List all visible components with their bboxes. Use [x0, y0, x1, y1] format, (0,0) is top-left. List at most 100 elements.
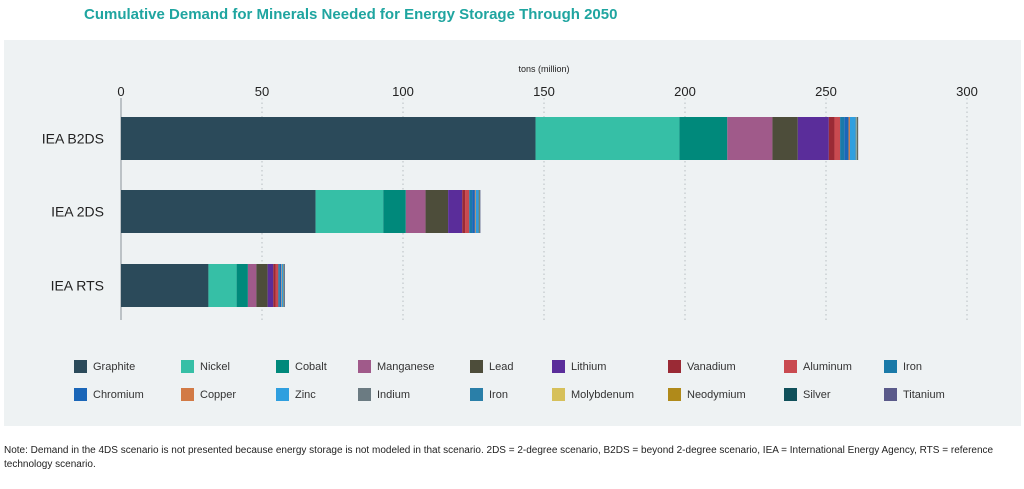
legend-swatch [74, 388, 87, 401]
legend-label: Titanium [903, 388, 945, 401]
bar-iea-rts-zinc-11 [281, 264, 284, 307]
legend-swatch [784, 360, 797, 373]
bar-iea-2ds-vanadium-6 [462, 190, 466, 233]
bar-iea-b2ds-aluminum-7 [834, 117, 841, 160]
legend-label: Zinc [295, 388, 316, 401]
legend-label: Neodymium [687, 388, 746, 401]
bar-iea-rts-vanadium-6 [273, 264, 276, 307]
legend-label: Lead [489, 360, 514, 373]
bar-iea-2ds-aluminum-7 [465, 190, 470, 233]
bar-iea-b2ds-indium-12 [855, 117, 857, 160]
legend-label: Lithium [571, 360, 607, 373]
tick-label-300: 300 [956, 84, 978, 99]
bar-iea-rts-chromium-9 [279, 264, 282, 307]
tick-label-200: 200 [674, 84, 696, 99]
legend-item-titanium-17: Titanium [884, 388, 945, 401]
legend-swatch [668, 388, 681, 401]
legend-item-silver-16: Silver [784, 388, 831, 401]
legend-item-neodymium-15: Neodymium [668, 388, 746, 401]
bar-iea-2ds-iron-8 [469, 190, 473, 233]
bar-iea-2ds-chromium-9 [472, 190, 475, 233]
bar-iea-rts-lithium-5 [267, 264, 274, 307]
tick-label-50: 50 [255, 84, 269, 99]
chart-title: Cumulative Demand for Minerals Needed fo… [84, 6, 618, 23]
bar-iea-2ds-copper-10 [474, 190, 476, 233]
legend-item-manganese-3: Manganese [358, 360, 435, 373]
bar-iea-rts-cobalt-2 [236, 264, 248, 307]
bar-iea-b2ds-manganese-3 [727, 117, 773, 160]
tick-label-100: 100 [392, 84, 414, 99]
legend-label: Copper [200, 388, 237, 401]
tick-label-0: 0 [117, 84, 124, 99]
bar-iea-b2ds-graphite-0 [121, 117, 536, 160]
legend-swatch [470, 360, 483, 373]
bar-iea-b2ds-cobalt-2 [679, 117, 728, 160]
legend-label: Vanadium [687, 360, 736, 373]
bar-iea-rts-copper-10 [281, 264, 282, 307]
legend-label: Silver [803, 388, 831, 401]
legend-swatch [470, 388, 483, 401]
bar-iea-rts-manganese-3 [247, 264, 257, 307]
legend-swatch [181, 360, 194, 373]
bar-iea-rts-aluminum-7 [275, 264, 279, 307]
bar-iea-b2ds-copper-10 [848, 117, 850, 160]
bar-iea-2ds-lithium-5 [448, 190, 463, 233]
legend-item-cobalt-2: Cobalt [276, 360, 327, 373]
stacked-bar-chart: tons (million) 0 50 100 150 200 250 300 IEA B2DS… [42, 64, 978, 320]
bar-iea-b2ds-lithium-5 [797, 117, 829, 160]
legend-item-iron-8: Iron [884, 360, 922, 373]
legend-swatch [552, 360, 565, 373]
bar-iea-2ds-zinc-11 [475, 190, 479, 233]
legend-item-aluminum-7: Aluminum [784, 360, 852, 373]
legend-item-zinc-11: Zinc [276, 388, 316, 401]
tick-label-150: 150 [533, 84, 555, 99]
category-label-1: IEA 2DS [51, 204, 104, 220]
legend-label: Aluminum [803, 360, 852, 373]
legend-label: Iron [903, 360, 922, 373]
legend-label: Indium [377, 388, 411, 401]
bar-iea-rts-lead-4 [256, 264, 268, 307]
legend-label: Nickel [200, 360, 230, 373]
legend-swatch [74, 360, 87, 373]
bar-iea-2ds-titanium-17 [479, 190, 481, 233]
legend-item-vanadium-6: Vanadium [668, 360, 736, 373]
legend-label: Molybdenum [571, 388, 634, 401]
bar-iea-rts-iron-8 [278, 264, 280, 307]
bar-iea-b2ds-chromium-9 [844, 117, 849, 160]
bar-iea-b2ds-iron-13 [856, 117, 857, 160]
legend-label: Manganese [377, 360, 435, 373]
tick-label-250: 250 [815, 84, 837, 99]
legend-item-molybdenum-14: Molybdenum [552, 388, 634, 401]
legend-item-lead-4: Lead [470, 360, 513, 373]
chart-panel: tons (million) 0 50 100 150 200 250 300 IEA B2DS… [4, 40, 1021, 426]
legend-item-indium-12: Indium [358, 388, 410, 401]
legend-swatch [552, 388, 565, 401]
legend-item-graphite-0: Graphite [74, 360, 135, 373]
legend-swatch [181, 388, 194, 401]
bar-iea-2ds-manganese-3 [405, 190, 426, 233]
legend-item-chromium-9: Chromium [74, 388, 144, 401]
legend-item-lithium-5: Lithium [552, 360, 606, 373]
legend-item-iron-13: Iron [470, 388, 508, 401]
legend-swatch [884, 360, 897, 373]
category-label-0: IEA B2DS [42, 131, 104, 147]
legend-label: Cobalt [295, 360, 327, 373]
legend-item-nickel-1: Nickel [181, 360, 230, 373]
legend-swatch [668, 360, 681, 373]
category-label-2: IEA RTS [51, 278, 104, 294]
bar-iea-b2ds-titanium-17 [857, 117, 859, 160]
bar-iea-rts-nickel-1 [208, 264, 237, 307]
legend-swatch [358, 360, 371, 373]
chart-note: Note: Demand in the 4DS scenario is not … [4, 445, 994, 470]
x-axis-title: tons (million) [518, 64, 569, 74]
legend-label: Graphite [93, 360, 136, 373]
legend-swatch [358, 388, 371, 401]
bar-iea-2ds-nickel-1 [315, 190, 384, 233]
legend-label: Iron [489, 388, 508, 401]
bar-iea-b2ds-iron-8 [840, 117, 845, 160]
legend-swatch [276, 388, 289, 401]
bar-iea-b2ds-nickel-1 [535, 117, 680, 160]
legend-swatch [784, 388, 797, 401]
bar-iea-b2ds-zinc-11 [849, 117, 856, 160]
legend-item-copper-10: Copper [181, 388, 236, 401]
